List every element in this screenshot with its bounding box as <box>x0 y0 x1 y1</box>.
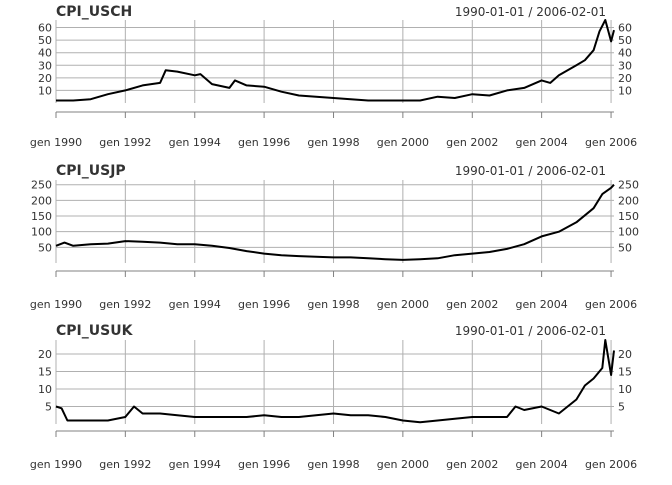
x-tick-label: gen 1990 <box>30 298 82 311</box>
x-tick-label: gen 2004 <box>516 298 568 311</box>
x-tick-label: gen 2000 <box>377 136 429 149</box>
y-tick-label-left: 5 <box>45 401 52 414</box>
y-tick-label-right: 60 <box>618 22 632 35</box>
y-tick-label-right: 10 <box>618 84 632 97</box>
y-tick-label-left: 10 <box>38 383 52 396</box>
x-tick-label: gen 1996 <box>238 136 290 149</box>
y-tick-label-right: 10 <box>618 383 632 396</box>
date-range-label: 1990-01-01 / 2006-02-01 <box>455 324 606 338</box>
y-tick-label-right: 50 <box>618 34 632 47</box>
x-tick-label: gen 1998 <box>307 298 359 311</box>
y-tick-label-left: 200 <box>31 194 52 207</box>
y-tick-label-right: 200 <box>618 194 639 207</box>
panel-title: CPI_USCH <box>56 4 132 20</box>
x-tick-label: gen 1992 <box>99 298 151 311</box>
series-line-cpi-usuk <box>55 339 615 424</box>
y-tick-label-left: 150 <box>31 210 52 223</box>
x-tick-label: gen 1994 <box>169 298 221 311</box>
x-tick-label: gen 2006 <box>585 458 637 471</box>
y-tick-label-left: 10 <box>38 84 52 97</box>
x-tick-label: gen 2002 <box>446 136 498 149</box>
x-tick-label: gen 1990 <box>30 458 82 471</box>
y-tick-label-left: 40 <box>38 47 52 60</box>
y-tick-label-left: 100 <box>31 226 52 239</box>
y-tick-label-right: 20 <box>618 72 632 85</box>
y-tick-label-right: 100 <box>618 226 639 239</box>
date-range-label: 1990-01-01 / 2006-02-01 <box>455 5 606 19</box>
y-tick-label-right: 20 <box>618 348 632 361</box>
y-tick-label-left: 50 <box>38 241 52 254</box>
x-tick-label: gen 1998 <box>307 458 359 471</box>
y-tick-label-right: 50 <box>618 241 632 254</box>
y-tick-label-left: 20 <box>38 348 52 361</box>
x-tick-label: gen 1994 <box>169 136 221 149</box>
y-tick-label-right: 30 <box>618 59 632 72</box>
x-tick-label: gen 2000 <box>377 458 429 471</box>
x-tick-label: gen 2004 <box>516 136 568 149</box>
y-tick-label-right: 250 <box>618 179 639 192</box>
y-tick-label-left: 250 <box>31 179 52 192</box>
x-tick-label: gen 2006 <box>585 136 637 149</box>
x-tick-label: gen 1998 <box>307 136 359 149</box>
x-tick-label: gen 2002 <box>446 298 498 311</box>
y-tick-label-right: 15 <box>618 366 632 379</box>
x-tick-label: gen 1990 <box>30 136 82 149</box>
panel-title: CPI_USJP <box>56 163 126 179</box>
x-tick-label: gen 2002 <box>446 458 498 471</box>
y-tick-label-left: 60 <box>38 22 52 35</box>
y-tick-label-right: 150 <box>618 210 639 223</box>
x-tick-label: gen 2000 <box>377 298 429 311</box>
y-tick-label-left: 15 <box>38 366 52 379</box>
y-tick-label-right: 5 <box>618 401 625 414</box>
x-tick-label: gen 1994 <box>169 458 221 471</box>
y-tick-label-left: 50 <box>38 34 52 47</box>
date-range-label: 1990-01-01 / 2006-02-01 <box>455 164 606 178</box>
series-line-cpi-usch <box>56 19 615 102</box>
y-tick-label-right: 40 <box>618 47 632 60</box>
x-tick-label: gen 1996 <box>238 458 290 471</box>
y-tick-label-left: 20 <box>38 72 52 85</box>
x-tick-label: gen 2004 <box>516 458 568 471</box>
y-tick-label-left: 30 <box>38 59 52 72</box>
panel-title: CPI_USUK <box>56 323 134 339</box>
series-line-cpi-usjp <box>55 184 615 261</box>
x-tick-label: gen 1992 <box>99 136 151 149</box>
x-tick-label: gen 1996 <box>238 298 290 311</box>
x-tick-label: gen 1992 <box>99 458 151 471</box>
x-tick-label: gen 2006 <box>585 298 637 311</box>
